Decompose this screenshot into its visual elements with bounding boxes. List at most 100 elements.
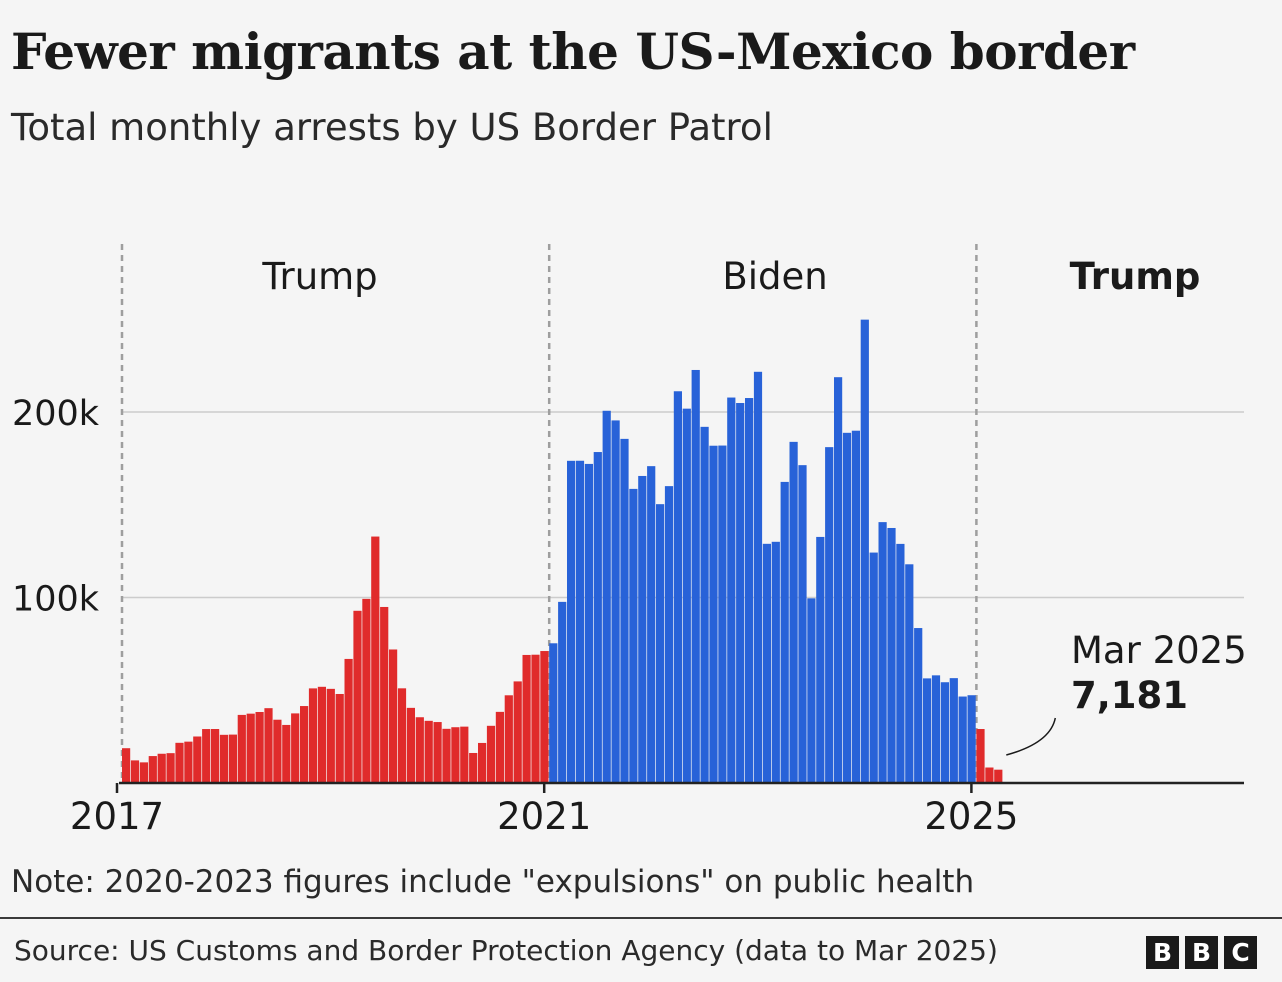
bar <box>273 719 282 783</box>
bar <box>460 726 469 783</box>
bar <box>166 753 175 783</box>
bar <box>834 377 843 783</box>
annotation-value-label: 7,181 <box>1071 674 1188 717</box>
bar <box>771 541 780 783</box>
bar <box>923 678 932 783</box>
bar <box>317 686 326 783</box>
period-label-2: Biden <box>722 255 827 298</box>
bar <box>478 742 487 783</box>
bar <box>433 722 442 783</box>
x-tick-label-2021: 2021 <box>497 795 591 838</box>
bar <box>718 445 727 783</box>
bar <box>567 460 576 783</box>
bar <box>397 688 407 783</box>
bar <box>638 475 647 783</box>
bar <box>985 767 994 783</box>
x-tick-label-2017: 2017 <box>70 795 164 838</box>
bar <box>700 426 709 783</box>
bar <box>647 466 656 783</box>
bar <box>139 762 148 783</box>
bar <box>389 649 398 783</box>
bar <box>620 438 629 783</box>
bar <box>211 729 220 783</box>
bar <box>949 678 958 783</box>
annotation-date-label: Mar 2025 <box>1071 629 1247 672</box>
chart-subtitle: Total monthly arrests by US Border Patro… <box>11 106 773 149</box>
bar <box>326 688 335 783</box>
bar <box>673 391 682 783</box>
x-tick-label-2025: 2025 <box>924 795 1018 838</box>
bar <box>540 651 549 783</box>
logo-letter-b2: B <box>1185 936 1218 969</box>
bar <box>825 447 834 783</box>
bar <box>682 408 691 783</box>
y-tick-label-100k: 100k <box>12 580 100 620</box>
bar <box>905 564 914 783</box>
bar <box>130 760 140 783</box>
bar <box>575 460 585 783</box>
bar <box>442 728 451 783</box>
bar <box>753 371 763 783</box>
bar <box>300 706 309 783</box>
bar <box>335 693 344 783</box>
bar <box>202 729 211 783</box>
bar <box>931 675 941 783</box>
bar <box>255 711 264 783</box>
bbc-logo: B B C <box>1146 936 1257 969</box>
bar <box>558 601 567 783</box>
bars <box>122 319 1003 783</box>
bar <box>549 643 558 783</box>
bar <box>816 536 825 783</box>
axes: 100k 200k 2017 2021 2025 <box>12 394 1244 838</box>
chart-title: Fewer migrants at the US-Mexico border <box>11 22 1135 81</box>
bar <box>175 742 184 783</box>
bar <box>237 714 246 783</box>
bar <box>798 465 807 783</box>
bar <box>469 752 478 783</box>
bar <box>148 756 157 783</box>
bar <box>415 717 424 783</box>
bar-chart: Trump Biden Trump 100k 200k 2017 2021 2025 Mar… <box>12 244 1247 838</box>
bar <box>522 654 531 783</box>
period-label-3: Trump <box>1070 255 1201 298</box>
bar <box>736 403 745 783</box>
bar <box>967 695 976 783</box>
bar <box>122 748 131 783</box>
bar <box>362 598 371 783</box>
bar <box>291 713 300 783</box>
period-label-1: Trump <box>261 255 377 298</box>
bar <box>451 727 460 783</box>
bar <box>976 729 985 783</box>
source-text: Source: US Customs and Border Protection… <box>14 934 998 967</box>
bar <box>842 432 852 783</box>
bar <box>504 695 513 783</box>
bar <box>656 504 665 783</box>
bar <box>851 430 860 783</box>
bar <box>958 696 967 783</box>
gridlines <box>121 411 1244 599</box>
bar <box>887 527 896 783</box>
bar <box>664 486 674 783</box>
bar <box>593 452 602 783</box>
bar <box>762 543 771 783</box>
logo-letter-b1: B <box>1146 936 1179 969</box>
bar <box>629 488 638 783</box>
bar <box>264 708 273 783</box>
bar <box>193 736 202 783</box>
bar <box>940 682 949 783</box>
bar <box>709 445 718 783</box>
bar <box>531 654 540 783</box>
bar <box>219 734 229 783</box>
bar <box>246 713 255 783</box>
annotation-leader-line <box>1006 717 1057 756</box>
bar <box>486 725 496 783</box>
bar <box>994 769 1003 783</box>
bar <box>406 707 415 783</box>
bar <box>344 658 353 783</box>
bar <box>495 711 504 783</box>
bar <box>228 734 237 783</box>
bar <box>780 481 789 783</box>
bar <box>611 420 620 783</box>
bar <box>380 606 389 783</box>
